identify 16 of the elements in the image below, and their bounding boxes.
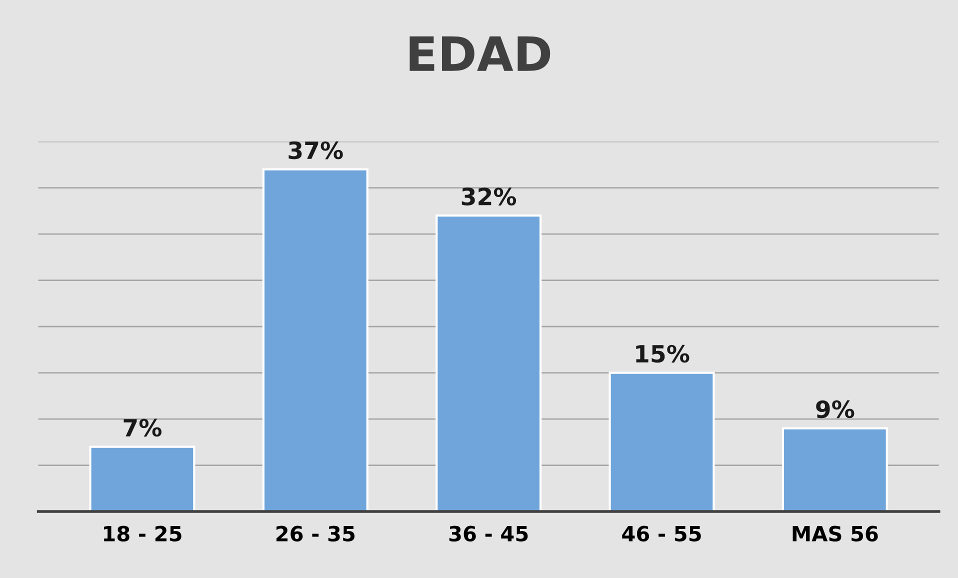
chart-title: EDAD: [410, 36, 550, 71]
x-tick-label: MAS 56: [792, 526, 878, 542]
bar: [608, 372, 715, 512]
bar: [89, 446, 196, 512]
data-label: 7%: [124, 418, 162, 437]
x-tick-label: 26 - 35: [276, 526, 355, 542]
bar: [262, 168, 368, 512]
data-label: 9%: [816, 400, 854, 418]
bar: [782, 427, 888, 512]
x-tick-label: 36 - 45: [449, 526, 528, 542]
data-label: 15%: [636, 344, 690, 363]
data-label: 32%: [462, 188, 516, 206]
x-tick-label: 18 - 25: [104, 526, 182, 542]
x-tick-label: 46 - 55: [622, 526, 701, 542]
bar: [436, 214, 542, 512]
data-label: 37%: [288, 141, 343, 160]
